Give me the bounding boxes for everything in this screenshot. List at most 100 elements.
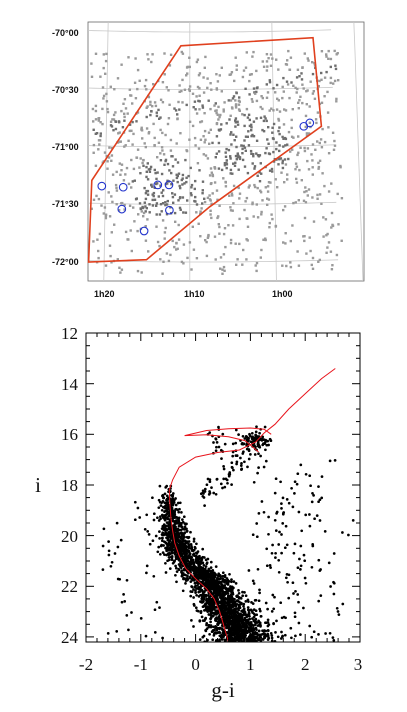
cmd-star-390 [244, 594, 248, 598]
sky-star-598 [335, 97, 338, 101]
cmd-star-1733 [276, 635, 280, 639]
sky-star-985 [234, 117, 238, 120]
cmd-star-1262 [242, 602, 246, 606]
cmd-star-2622 [315, 514, 319, 517]
sky-star-720 [144, 225, 147, 228]
cmd-star-209 [220, 638, 224, 641]
sky-star-315 [276, 97, 279, 100]
sky-star-725 [195, 95, 198, 98]
cmd-star-2705 [287, 501, 291, 505]
cmd-star-1926 [206, 605, 209, 608]
cmd-star-2603 [286, 580, 289, 584]
cmd-star-1471 [237, 591, 241, 595]
cmd-star-2229 [196, 558, 200, 562]
sky-star-90 [94, 132, 97, 135]
cmd-star-2092 [212, 592, 216, 595]
sky-star-895 [92, 151, 95, 154]
cmd-star-24 [194, 606, 198, 610]
cmd-star-2548 [221, 432, 225, 436]
sky-star-834 [191, 124, 195, 128]
sky-star-702 [205, 240, 208, 244]
cmd-star-1069 [158, 484, 162, 488]
cmd-star-2672 [293, 492, 296, 495]
sky-star-261 [176, 180, 179, 184]
sky-star-1057 [215, 88, 219, 91]
cmd-star-2744 [116, 545, 120, 549]
sky-star-826 [275, 141, 278, 144]
sky-star-651 [287, 130, 291, 134]
cmd-star-2280 [235, 638, 238, 642]
cmd-star-2190 [182, 549, 186, 553]
cmd-star-1848 [161, 524, 165, 528]
cmd-star-1388 [205, 562, 209, 566]
sky-star-237 [157, 195, 160, 198]
cmd-star-2143 [194, 559, 198, 563]
cmd-star-2755 [101, 544, 105, 548]
sky-star-636 [278, 158, 281, 161]
cmd-star-1739 [175, 580, 178, 584]
sky-star-742 [330, 182, 333, 185]
sky-star-246 [230, 131, 233, 134]
sky-star-434 [155, 204, 158, 207]
cmd-star-2764 [123, 600, 127, 603]
cmd-star-2707 [271, 543, 274, 547]
sky-star-305 [261, 107, 264, 111]
cmd-star-2624 [317, 558, 321, 562]
cmd-star-2745 [109, 564, 113, 568]
sky-star-550 [234, 106, 238, 109]
cmd-star-2449 [201, 489, 205, 493]
cmd-star-2290 [167, 507, 170, 511]
sky-star-1077 [195, 257, 199, 260]
cmd-star-2134 [210, 570, 214, 574]
sky-star-639 [111, 173, 115, 176]
cmd-star-2701 [303, 559, 307, 563]
sky-star-442 [101, 122, 104, 126]
sky-star-688 [218, 115, 221, 119]
sky-star-693 [181, 173, 185, 177]
cmd-star-1107 [211, 625, 215, 629]
cmd-star-2615 [310, 500, 314, 504]
sky-star-1052 [225, 163, 229, 166]
cmd-x-tick-5: 3 [354, 655, 363, 674]
sky-star-983 [232, 95, 236, 98]
sky-star-811 [99, 134, 102, 138]
sky-star-120 [102, 94, 106, 98]
cmd-star-1721 [223, 604, 227, 607]
cmd-star-2251 [161, 536, 164, 540]
sky-star-665 [105, 154, 108, 158]
cmd-star-2537 [215, 445, 218, 449]
cmd-star-2274 [202, 634, 206, 638]
sky-star-38 [271, 126, 274, 129]
sky-star-56 [279, 157, 283, 160]
sky-star-171 [210, 202, 213, 205]
sky-star-477 [101, 107, 104, 111]
sky-star-445 [117, 132, 120, 135]
sky-star-297 [275, 108, 279, 111]
sky-star-343 [309, 249, 312, 253]
sky-star-841 [255, 117, 258, 120]
sky-star-454 [297, 107, 300, 110]
cmd-star-2634 [312, 630, 316, 634]
sky-star-608 [158, 213, 162, 216]
sky-star-175 [223, 164, 227, 167]
sky-star-150 [234, 242, 237, 245]
sky-star-672 [256, 174, 259, 177]
sky-star-576 [277, 163, 280, 166]
cmd-star-1379 [245, 639, 249, 642]
sky-star-1043 [296, 87, 299, 91]
cmd-star-2162 [254, 636, 258, 640]
sky-star-205 [146, 53, 149, 56]
sky-star-132 [250, 152, 253, 155]
sky-star-1011 [305, 103, 308, 106]
cmd-star-1679 [202, 598, 206, 601]
sky-star-403 [225, 159, 228, 162]
cmd-star-410 [177, 510, 181, 514]
cmd-star-2349 [160, 527, 164, 530]
sky-star-433 [184, 211, 188, 214]
cmd-star-2165 [193, 571, 197, 574]
sky-star-1066 [255, 86, 259, 90]
cmd-star-2169 [218, 618, 221, 621]
sky-star-142 [110, 154, 114, 157]
sky-star-736 [306, 194, 309, 197]
cmd-star-2351 [224, 619, 228, 623]
